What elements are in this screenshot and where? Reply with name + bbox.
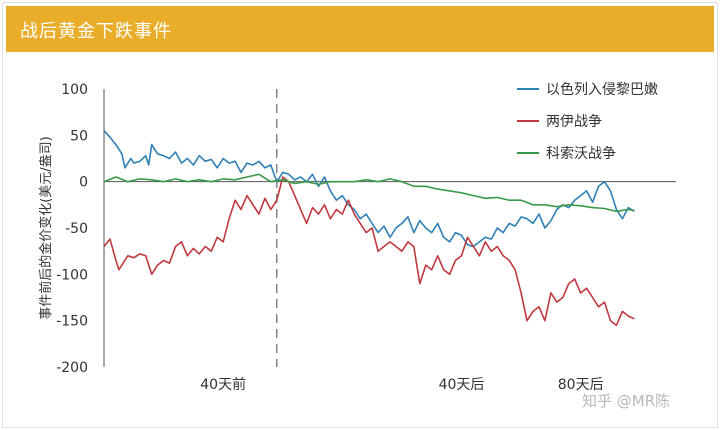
- legend-label: 以色列入侵黎巴嫩: [546, 81, 658, 98]
- y-tick-label: 0: [79, 175, 88, 191]
- x-tick-label: 40天前: [200, 376, 246, 393]
- series-line-0: [103, 130, 635, 248]
- y-tick-label: -50: [65, 221, 88, 237]
- x-tick-label: 40天后: [439, 377, 485, 393]
- y-tick-label: -150: [56, 314, 88, 330]
- y-tick-label: -200: [56, 360, 88, 376]
- legend-label: 两伊战争: [546, 114, 602, 130]
- series-line-2: [103, 173, 635, 213]
- series-line-1: [103, 176, 635, 327]
- legend-label: 科索沃战争: [546, 145, 616, 162]
- x-tick-label: 80天后: [558, 377, 604, 393]
- chart-title: 战后黄金下跌事件: [20, 21, 172, 42]
- y-axis-label: 事件前后的金价变化(美元/盎司): [38, 136, 54, 320]
- chart-header: 战后黄金下跌事件: [6, 6, 714, 52]
- y-tick-label: 50: [70, 128, 88, 144]
- watermark: 知乎 @MR陈: [582, 392, 670, 410]
- y-tick-label: 100: [61, 82, 88, 98]
- y-tick-label: -100: [56, 267, 88, 283]
